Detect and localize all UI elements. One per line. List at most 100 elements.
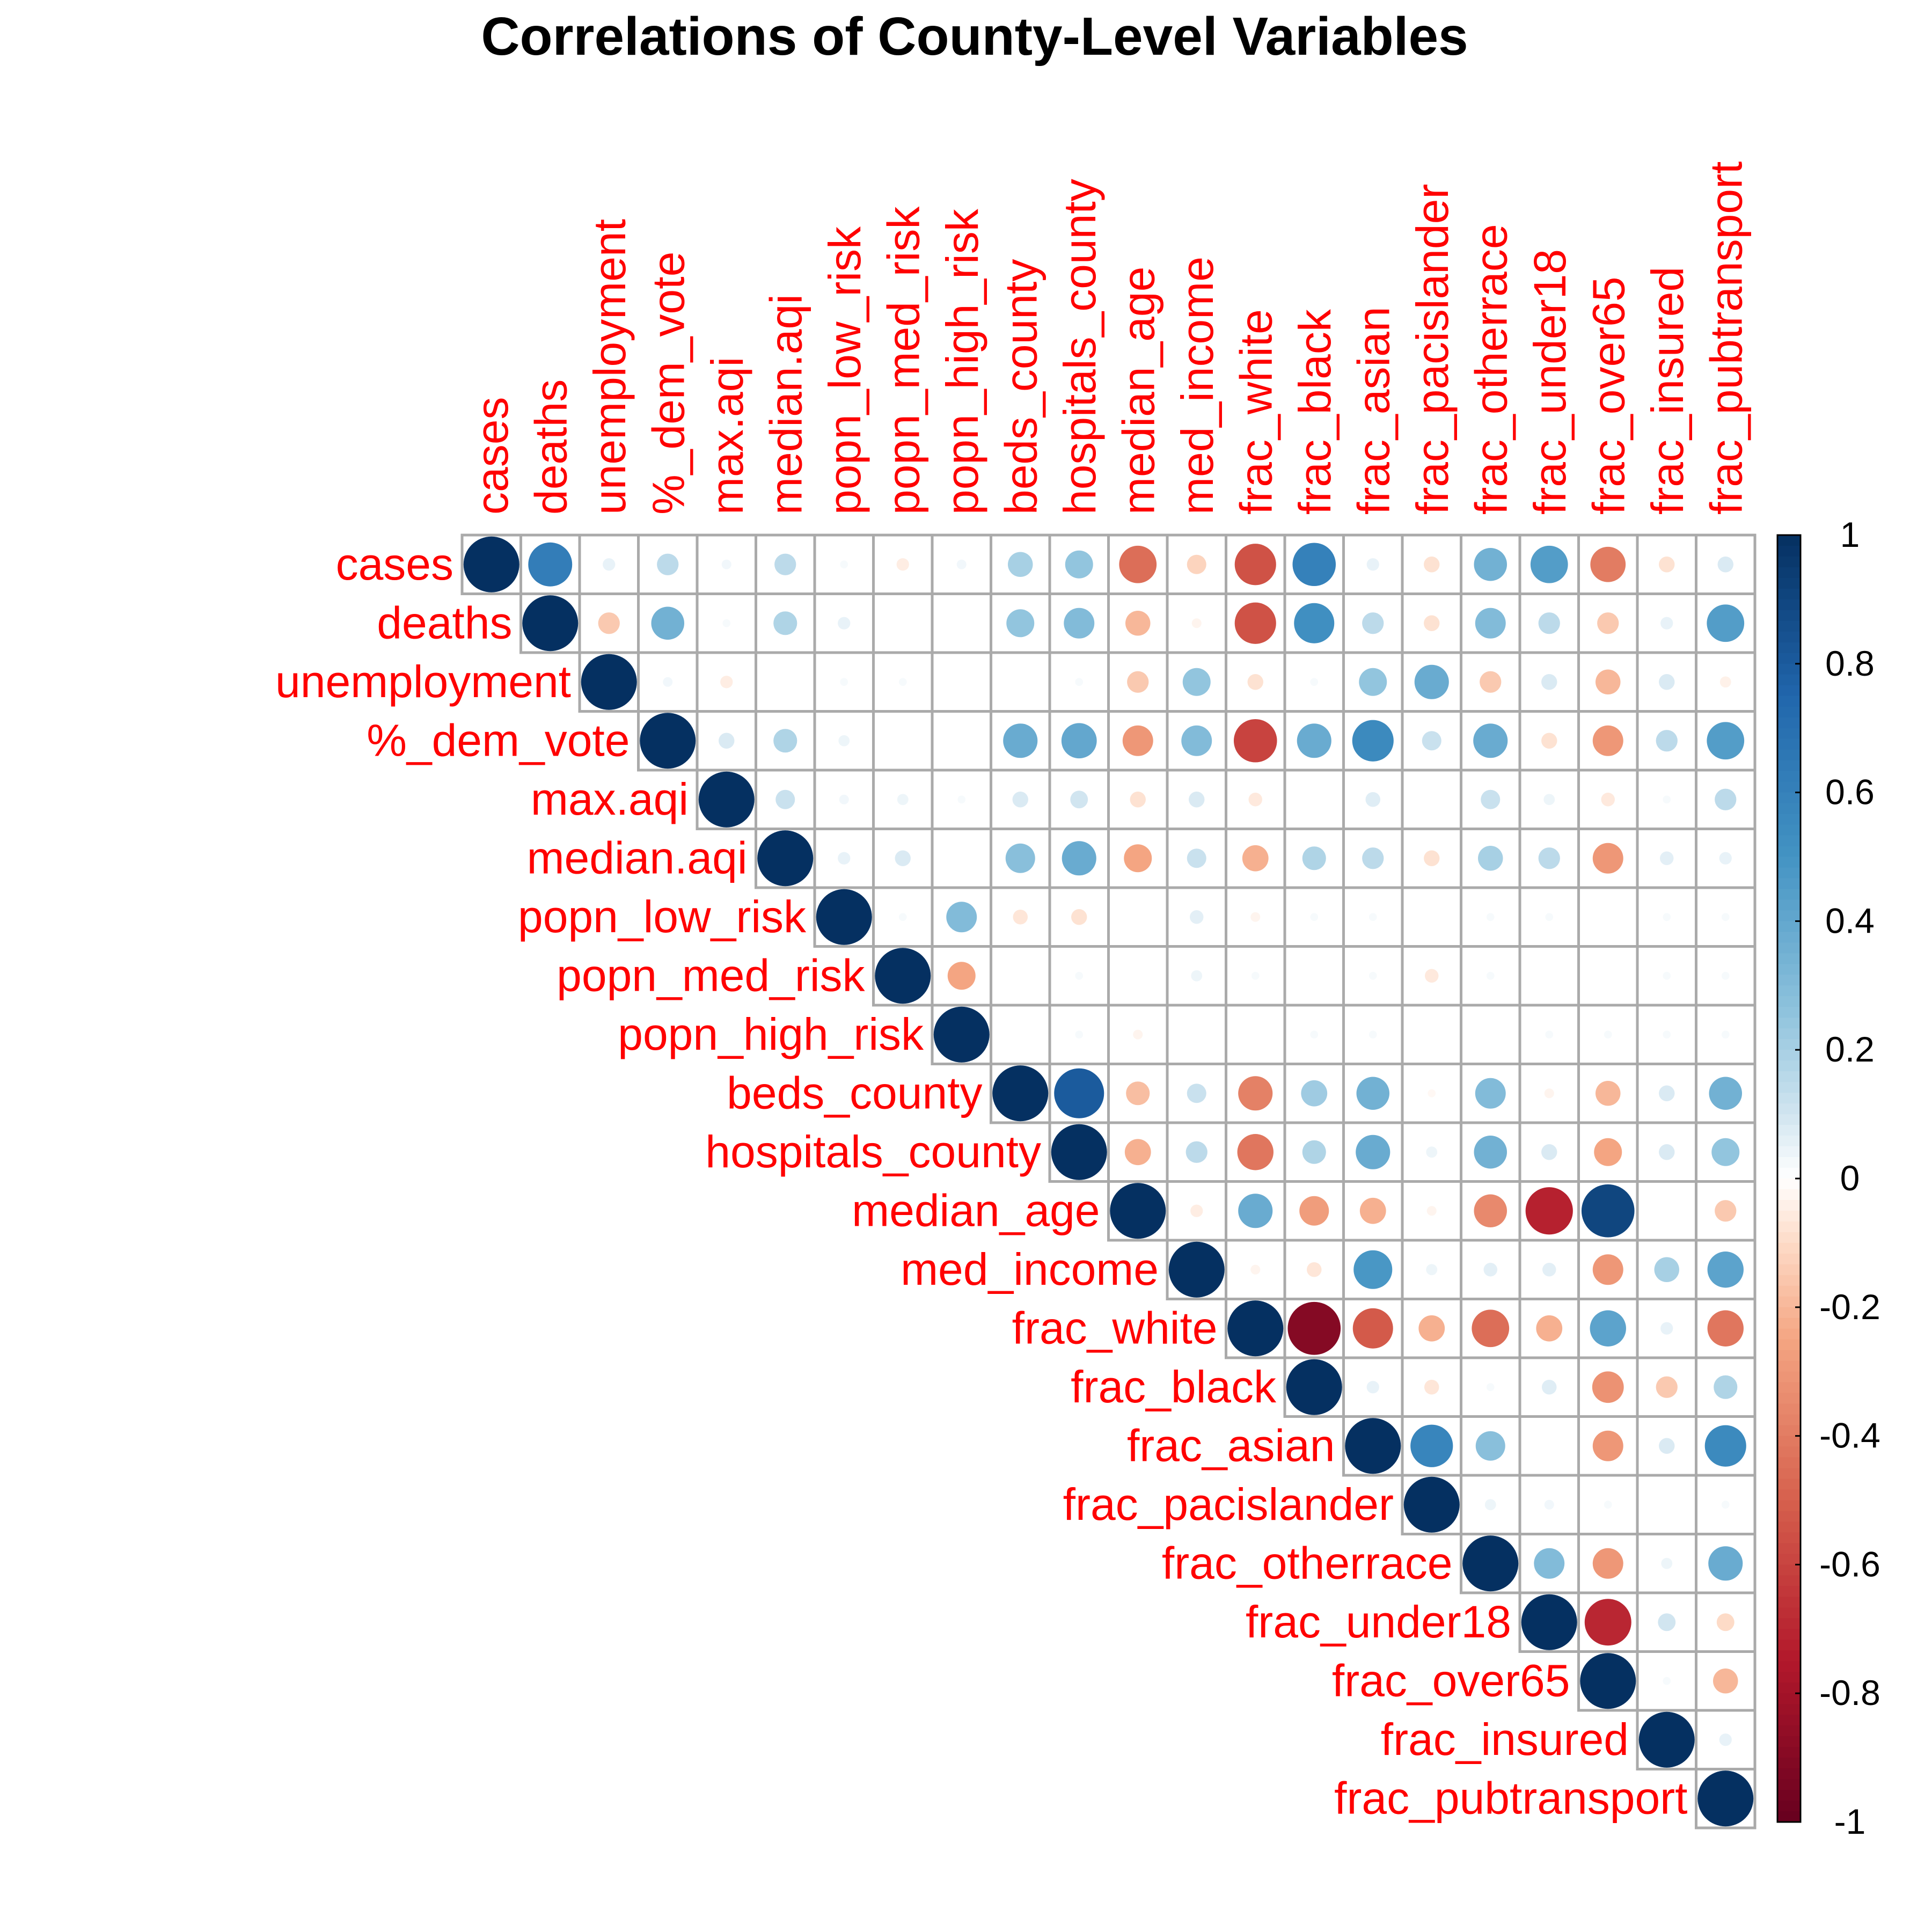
correlation-circle xyxy=(1660,851,1674,865)
column-label: deaths xyxy=(525,379,576,515)
colorbar-segment xyxy=(1777,792,1801,804)
correlation-circle xyxy=(1191,618,1202,628)
row-label: med_income xyxy=(901,1244,1159,1294)
correlation-circle xyxy=(1428,1089,1436,1097)
correlation-circle xyxy=(1541,1144,1557,1160)
grid-cell xyxy=(1695,1768,1757,1829)
correlation-circle xyxy=(1299,1196,1329,1226)
colorbar-segment xyxy=(1777,1039,1801,1051)
colorbar-segment xyxy=(1777,1018,1801,1029)
correlation-circle xyxy=(603,558,616,571)
colorbar-segment xyxy=(1777,781,1801,793)
colorbar-segment xyxy=(1777,577,1801,589)
correlation-circle xyxy=(1424,850,1440,866)
correlation-circle xyxy=(947,962,976,990)
correlation-circle xyxy=(896,558,909,571)
colorbar-segment xyxy=(1777,1747,1801,1759)
correlation-circle xyxy=(657,553,679,575)
column-label: cases xyxy=(467,397,517,515)
correlation-circle xyxy=(1007,552,1033,577)
colorbar-tick-label: 0.4 xyxy=(1825,901,1875,940)
correlation-circle xyxy=(1595,669,1621,695)
correlation-circle xyxy=(775,789,795,809)
column-label: frac_under18 xyxy=(1525,249,1575,515)
correlation-circle xyxy=(1472,1309,1510,1348)
correlation-circle xyxy=(838,852,851,865)
correlation-circle xyxy=(1368,1030,1377,1039)
correlation-circle xyxy=(598,612,620,634)
correlation-circle xyxy=(1663,795,1671,804)
row-label: hospitals_county xyxy=(705,1126,1041,1177)
column-label: frac_pacislander xyxy=(1407,184,1458,515)
correlation-circle xyxy=(1070,791,1088,809)
correlation-circle xyxy=(1601,793,1615,807)
colorbar-segment xyxy=(1777,1264,1801,1276)
grid-cell xyxy=(872,592,934,654)
correlation-circle xyxy=(1075,678,1084,686)
colorbar-segment xyxy=(1777,996,1801,1008)
correlation-circle xyxy=(1592,843,1623,874)
colorbar-segment xyxy=(1777,1393,1801,1404)
colorbar-segment xyxy=(1777,1446,1801,1458)
colorbar-segment xyxy=(1777,1640,1801,1651)
colorbar-tick-label: -0.8 xyxy=(1819,1673,1880,1713)
correlation-circle xyxy=(1541,674,1557,690)
correlation-circle xyxy=(1661,1557,1673,1569)
grid-cell xyxy=(990,945,1051,1007)
correlation-circle xyxy=(1707,604,1745,642)
correlation-circle xyxy=(1227,1300,1284,1357)
colorbar-segment xyxy=(1777,1328,1801,1340)
correlation-circle xyxy=(1110,1183,1166,1239)
correlation-circle xyxy=(773,611,797,635)
correlation-circle xyxy=(1707,1252,1744,1288)
row-label: frac_otherrace xyxy=(1162,1538,1453,1588)
colorbar-segment xyxy=(1777,685,1801,697)
column-label: frac_otherrace xyxy=(1466,224,1516,515)
colorbar-segment xyxy=(1777,1179,1801,1190)
correlation-circle xyxy=(1659,1085,1675,1101)
correlation-circle xyxy=(1475,1078,1506,1109)
correlation-circle xyxy=(1597,612,1619,634)
colorbar-segment xyxy=(1777,760,1801,772)
row-labels: cases deaths unemployment %_dem_vote max.aqi… xyxy=(275,539,1687,1824)
correlation-circle xyxy=(1124,1139,1151,1166)
correlation-circle xyxy=(1168,1241,1225,1298)
correlation-circle xyxy=(1477,845,1503,871)
correlation-circle xyxy=(1486,913,1495,921)
colorbar-segment xyxy=(1777,1736,1801,1748)
column-label: frac_pubtransport xyxy=(1701,162,1751,515)
row-label: median_age xyxy=(852,1185,1100,1235)
correlation-circle xyxy=(1659,557,1675,573)
correlation-circle xyxy=(839,794,849,804)
colorbar-segment xyxy=(1777,1414,1801,1426)
colorbar-segment xyxy=(1777,1597,1801,1608)
colorbar-segment xyxy=(1777,1114,1801,1126)
correlation-circle xyxy=(1424,557,1440,573)
grid-cell xyxy=(1636,1474,1697,1535)
grid-cell xyxy=(1107,945,1169,1007)
column-labels: cases deaths unemployment %_dem_vote max.aqi… xyxy=(467,162,1752,515)
correlation-circle xyxy=(1182,668,1211,696)
correlation-circle xyxy=(581,654,637,710)
correlation-circle xyxy=(1663,971,1671,980)
correlation-circle xyxy=(838,735,850,747)
colorbar-segment xyxy=(1777,1253,1801,1265)
colorbar-segment xyxy=(1777,1500,1801,1512)
grid-cell xyxy=(990,651,1051,713)
colorbar-segment xyxy=(1777,1168,1801,1179)
colorbar-segment xyxy=(1777,1779,1801,1791)
correlation-circle xyxy=(1352,1308,1393,1349)
column-label: median_age xyxy=(1113,267,1163,515)
correlation-circle xyxy=(1719,1733,1732,1746)
correlation-circle xyxy=(1659,1144,1675,1160)
correlation-circle xyxy=(1594,1138,1622,1166)
column-label: frac_black xyxy=(1290,309,1340,515)
correlation-circle xyxy=(1189,792,1205,808)
correlation-circle xyxy=(1287,1301,1341,1355)
correlation-circle xyxy=(1590,546,1626,582)
colorbar-segment xyxy=(1777,588,1801,600)
correlation-circle xyxy=(1422,731,1441,751)
correlation-circle xyxy=(1126,1081,1150,1106)
colorbar-segment xyxy=(1777,1232,1801,1243)
correlation-circle xyxy=(933,1006,990,1063)
